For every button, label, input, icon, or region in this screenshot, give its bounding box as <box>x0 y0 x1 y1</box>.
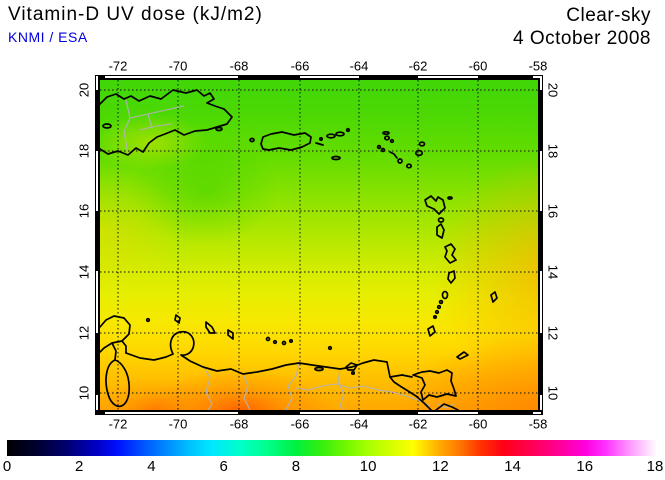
frame-band-bottom <box>300 412 359 414</box>
frame-band-left <box>96 76 98 90</box>
lon-tick-label-top: -60 <box>468 58 488 74</box>
lon-tick-label-top: -58 <box>528 58 548 74</box>
virgin-islands <box>326 133 336 139</box>
colorbar-tick-label: 14 <box>504 458 521 475</box>
frame-band-bottom <box>105 412 238 414</box>
uv-field <box>100 80 538 410</box>
curacao <box>205 321 216 334</box>
aruba <box>174 314 181 324</box>
lon-tick-label-bottom: -60 <box>468 416 488 432</box>
date-label: 4 October 2008 <box>513 28 651 49</box>
lake-maracaibo <box>105 342 130 408</box>
frame-band-right <box>540 151 542 211</box>
venezuela-coast <box>125 330 391 378</box>
frame-band-left <box>96 151 98 211</box>
frame-band-top <box>418 76 478 78</box>
lon-tick-label-top: -66 <box>290 58 310 74</box>
lat-tick-label-left: 16 <box>76 203 92 219</box>
lon-tick-label-bottom: -58 <box>528 416 548 432</box>
gonave-island <box>102 123 112 129</box>
colorbar-tick-label: 0 <box>2 458 12 475</box>
frame-band-top <box>105 76 238 78</box>
lon-tick-label-bottom: -68 <box>229 416 249 432</box>
puerto-rico <box>260 131 312 151</box>
lat-tick-label-right: 12 <box>545 325 561 341</box>
lat-tick-label-left: 12 <box>76 325 92 341</box>
map-svg <box>100 80 538 410</box>
orinoco-delta <box>435 403 459 410</box>
st-vincent <box>441 290 449 300</box>
dominica <box>436 223 445 239</box>
martinique <box>444 243 457 264</box>
frame-band-left <box>96 395 98 410</box>
colorbar-tick-label: 12 <box>431 458 449 475</box>
lon-tick-label-top: -72 <box>108 58 128 74</box>
frame-band-bottom <box>418 412 478 414</box>
lat-tick-label-left: 14 <box>76 264 92 280</box>
colorbar-tick-label: 6 <box>219 458 228 475</box>
frame-band-top <box>533 76 541 78</box>
lat-tick-label-left: 10 <box>76 385 92 401</box>
rivers-and-borders <box>123 99 455 410</box>
frame-band-right <box>540 76 542 90</box>
tobago <box>456 351 469 360</box>
st-lucia <box>447 270 456 284</box>
colorbar <box>7 440 657 456</box>
frame-band-right <box>540 395 542 410</box>
map-plot <box>100 80 538 410</box>
colorbar-tick-label: 2 <box>75 458 84 475</box>
lon-tick-label-top: -62 <box>408 58 428 74</box>
colorbar-tick-label: 10 <box>359 458 377 475</box>
lat-tick-label-right: 20 <box>545 82 561 98</box>
guajira-peninsula <box>100 315 131 353</box>
colorbar-tick-label: 4 <box>147 458 156 475</box>
page-title: Vitamin-D UV dose (kJ/m2) <box>8 4 263 25</box>
trinidad <box>412 369 457 401</box>
saona-island <box>215 126 223 132</box>
colorbar-tick-label: 8 <box>291 458 301 475</box>
frame-band-top <box>300 76 359 78</box>
sky-condition-label: Clear-sky <box>566 5 651 26</box>
grenada <box>427 325 436 337</box>
lon-tick-label-bottom: -64 <box>349 416 369 432</box>
margarita <box>345 362 358 371</box>
lat-tick-label-left: 20 <box>76 82 92 98</box>
lon-tick-label-bottom: -70 <box>168 416 188 432</box>
guadeloupe <box>424 195 446 215</box>
map-frame <box>95 75 543 415</box>
colorbar-tick-label: 18 <box>646 458 664 475</box>
lon-tick-label-bottom: -62 <box>408 416 428 432</box>
frame-band-right <box>540 271 542 333</box>
coastlines <box>100 89 498 410</box>
frame-band-left <box>96 271 98 333</box>
colorbar-tick-label: 16 <box>576 458 594 475</box>
lat-tick-label-right: 18 <box>545 143 561 159</box>
lon-tick-label-top: -68 <box>229 58 249 74</box>
lon-tick-label-top: -70 <box>168 58 188 74</box>
hispaniola <box>100 89 233 156</box>
barbados <box>490 291 498 303</box>
lat-tick-label-right: 10 <box>545 385 561 401</box>
paria-peninsula <box>389 374 413 378</box>
lon-tick-label-bottom: -66 <box>290 416 310 432</box>
bonaire <box>227 329 234 340</box>
lon-tick-label-bottom: -72 <box>108 416 128 432</box>
lat-tick-label-right: 14 <box>545 264 561 280</box>
header-right: Clear-sky 4 October 2008 <box>513 4 651 50</box>
frame-band-bottom <box>533 412 541 414</box>
lat-tick-label-right: 16 <box>545 203 561 219</box>
lon-tick-label-top: -64 <box>349 58 369 74</box>
data-source-label: KNMI / ESA <box>8 29 88 45</box>
lat-tick-label-left: 18 <box>76 143 92 159</box>
grid-lines <box>100 80 538 410</box>
